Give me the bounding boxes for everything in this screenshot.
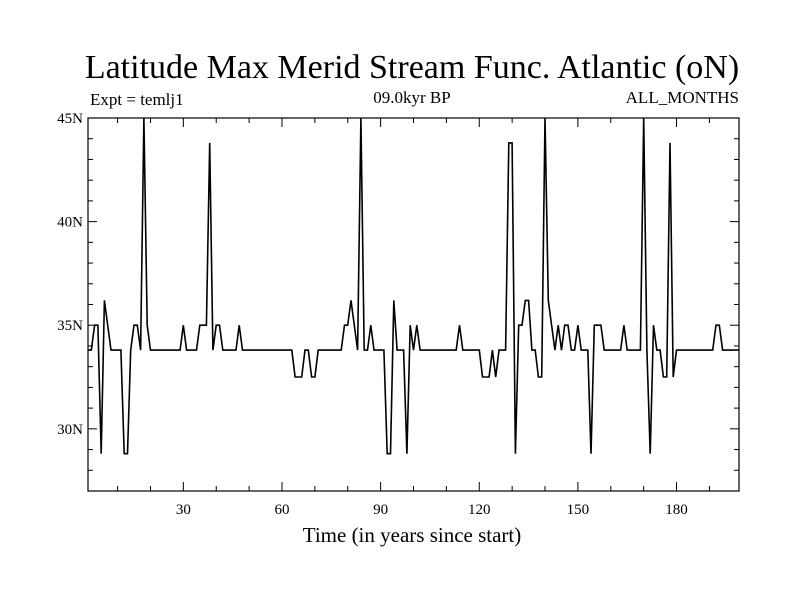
x-axis-label: Time (in years since start) xyxy=(303,523,522,547)
x-axis-ticks: 30 60 90 120 150 180 xyxy=(117,118,710,518)
x-tick-label: 150 xyxy=(567,502,590,518)
chart-title: Latitude Max Merid Stream Func. Atlantic… xyxy=(85,49,739,86)
subtitle-left: Expt = temlj1 xyxy=(90,90,184,109)
series-line xyxy=(88,117,739,455)
y-tick-label: 30N xyxy=(57,422,83,438)
y-tick-label: 45N xyxy=(57,111,83,127)
y-tick-label: 35N xyxy=(57,318,83,334)
x-tick-label: 60 xyxy=(274,502,289,518)
series-layer xyxy=(88,117,739,455)
y-axis-ticks: 30N 35N 40N 45N xyxy=(57,111,739,471)
x-tick-label: 180 xyxy=(665,502,688,518)
x-tick-label: 30 xyxy=(176,502,191,518)
subtitle-right: ALL_MONTHS xyxy=(626,88,739,107)
subtitle-center: 09.0kyr BP xyxy=(373,88,450,107)
x-tick-label: 90 xyxy=(373,502,388,518)
x-tick-label: 120 xyxy=(468,502,491,518)
y-tick-label: 40N xyxy=(57,215,83,231)
